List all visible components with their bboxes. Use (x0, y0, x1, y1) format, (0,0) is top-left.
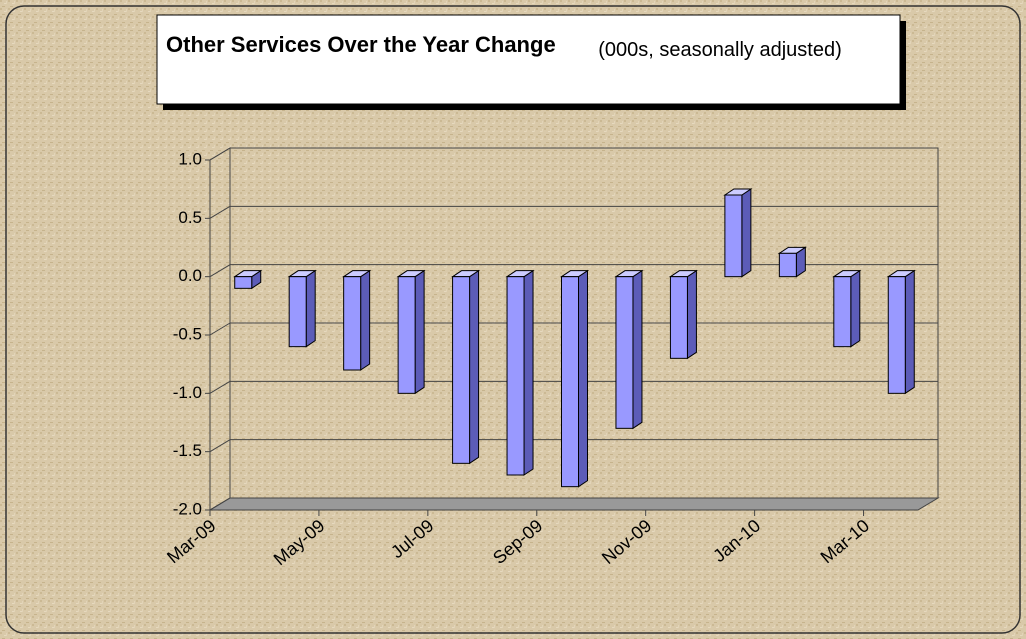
bar (723, 188, 753, 278)
grid-line-side (209, 147, 231, 161)
y-tick-label: -2.0 (173, 499, 202, 518)
bar-side (904, 269, 915, 395)
bar-side (741, 188, 752, 278)
bar-side (686, 269, 697, 360)
bar-side (632, 269, 643, 430)
bar-front (833, 276, 852, 348)
bar (777, 246, 807, 278)
title-box (156, 14, 901, 105)
subtitle-wrap: (000s, seasonally adjusted) (598, 39, 842, 61)
y-tick-label: 0.0 (178, 266, 202, 285)
bar-side (414, 269, 425, 395)
bar-side (850, 269, 861, 348)
bar-front (778, 252, 797, 278)
bar-front (887, 276, 906, 394)
bar (505, 269, 535, 476)
chart-title: Other Services Over the Year Change (166, 32, 556, 57)
y-tick-label: 1.0 (178, 149, 202, 168)
grid-line-side (209, 322, 231, 336)
bar-front (724, 194, 743, 278)
grid-line-side (209, 264, 231, 278)
bar (832, 269, 862, 348)
y-tick-label: -1.0 (173, 383, 202, 402)
bar-side (523, 269, 534, 476)
chart-subtitle: (000s, seasonally adjusted) (598, 39, 842, 61)
frame (5, 5, 1021, 634)
bar (233, 269, 263, 290)
y-tick-label: -1.5 (173, 441, 202, 460)
grid-line-side (209, 497, 231, 511)
bar (396, 269, 426, 395)
bar (450, 269, 481, 465)
bar-front (343, 276, 362, 371)
bar-side (305, 269, 316, 348)
bar-front (452, 276, 471, 464)
y-tick-label: 0.5 (178, 208, 202, 227)
bar-front (615, 276, 634, 429)
bar-front (234, 276, 253, 289)
bar-side (360, 269, 371, 371)
bar (342, 269, 372, 371)
bar (886, 269, 916, 395)
bar-front (506, 276, 525, 476)
grid-line-side (209, 205, 231, 219)
bar-side (469, 269, 480, 465)
y-tick-label: -0.5 (173, 324, 202, 343)
bar (668, 269, 699, 360)
bar-side (578, 269, 588, 488)
bar-front (288, 276, 307, 348)
grid-line-side (209, 380, 231, 394)
bar (559, 269, 590, 488)
bar-front (397, 276, 416, 394)
bar-front (561, 276, 579, 488)
bar-front (669, 276, 688, 359)
floor (208, 497, 940, 511)
bar (614, 269, 644, 430)
bar (287, 269, 317, 348)
grid-line-side (209, 439, 231, 453)
